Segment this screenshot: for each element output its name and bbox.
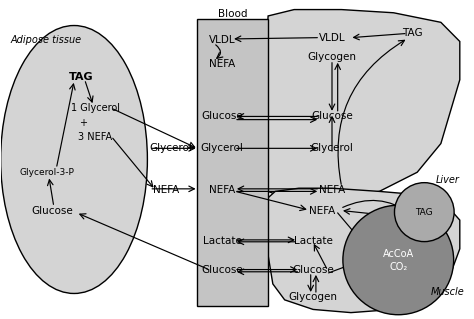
Text: Lactate: Lactate [203,236,242,246]
Text: TAG: TAG [416,208,433,217]
Text: Muscle: Muscle [431,287,465,297]
Text: Adipose tissue: Adipose tissue [10,35,81,45]
Text: Lactate: Lactate [293,236,332,246]
Text: VLDL: VLDL [319,33,346,43]
Text: Glycerol: Glycerol [310,143,354,153]
Text: NEFA: NEFA [209,185,235,195]
Text: Glucose: Glucose [201,111,243,122]
Text: TAG: TAG [402,28,423,39]
Text: Blood: Blood [218,9,247,19]
Text: Glucose: Glucose [292,264,334,275]
Ellipse shape [0,26,147,293]
Text: 3 NEFA: 3 NEFA [78,132,112,142]
Text: Glycerol: Glycerol [150,143,192,153]
Polygon shape [264,10,460,198]
Polygon shape [266,188,460,313]
Text: Liver: Liver [436,175,460,185]
Text: NEFA: NEFA [153,185,180,195]
Text: Glycerol-3-P: Glycerol-3-P [19,168,74,177]
Ellipse shape [343,205,454,315]
Text: Glycogen: Glycogen [308,52,356,63]
Text: Glucose: Glucose [32,205,73,216]
Text: VLDL: VLDL [209,35,236,45]
Bar [197,19,268,306]
Text: CO₂: CO₂ [389,262,407,272]
Text: NEFA: NEFA [319,185,345,195]
Text: Glycerol: Glycerol [201,143,244,153]
Text: AcCoA: AcCoA [383,249,414,259]
Text: Glucose: Glucose [311,111,353,122]
Text: +: + [80,118,88,128]
Ellipse shape [394,183,454,241]
Text: Glycogen: Glycogen [289,292,337,302]
Text: Glucose: Glucose [201,264,243,275]
Text: 1 Glycerol: 1 Glycerol [71,103,120,114]
Text: TAG: TAG [69,71,93,82]
Text: NEFA: NEFA [310,205,336,216]
Text: NEFA: NEFA [209,59,235,69]
